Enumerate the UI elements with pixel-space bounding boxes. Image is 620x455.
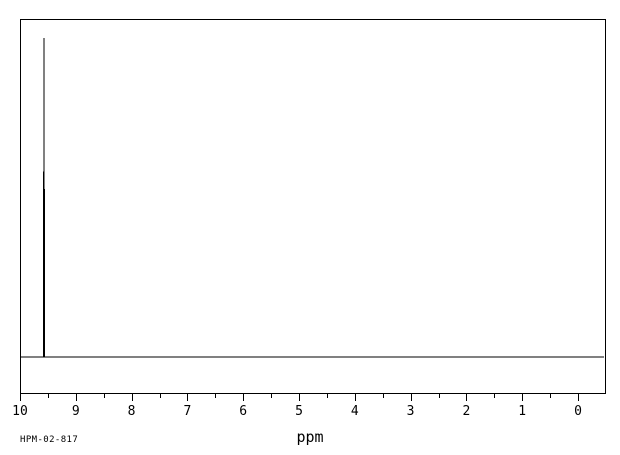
axis-tick-label: 1	[518, 404, 526, 419]
plot-frame	[20, 19, 606, 394]
axis-tick-label: 10	[12, 404, 28, 419]
axis-tick-label: 6	[239, 404, 247, 419]
axis-tick-label: 4	[351, 404, 359, 419]
axis-tick-label: 5	[295, 404, 303, 419]
spectrum-trace-path	[20, 37, 604, 358]
axis-tick-label: 2	[462, 404, 470, 419]
axis-tick-label: 8	[128, 404, 136, 419]
axis-tick-label: 7	[183, 404, 191, 419]
axis-tick-label: 0	[574, 404, 582, 419]
axis-tick-labels: 10 9 8 7 6 5 4 3 2 1 0	[12, 404, 582, 419]
sample-id-label: HPM-02-817	[20, 435, 78, 445]
axis-tick-label: 9	[72, 404, 80, 419]
axis-title-ppm: ppm	[296, 428, 323, 446]
axis-tick-marks	[20, 393, 579, 401]
axis-tick-label: 3	[407, 404, 415, 419]
spectrum-trace	[20, 37, 604, 358]
